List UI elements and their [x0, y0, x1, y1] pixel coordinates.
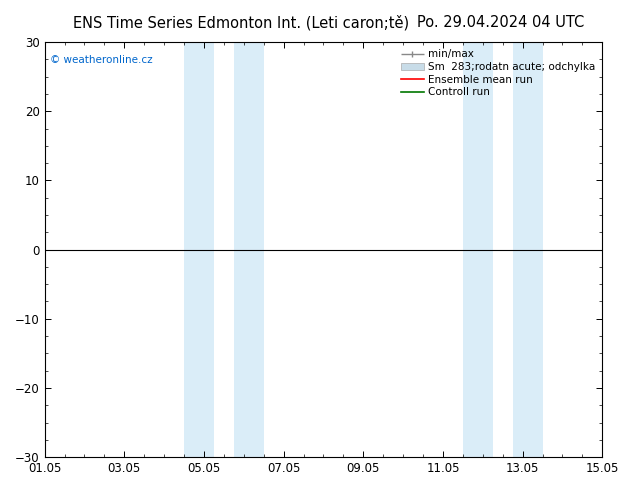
- Legend: min/max, Sm  283;rodatn acute; odchylka, Ensemble mean run, Controll run: min/max, Sm 283;rodatn acute; odchylka, …: [399, 47, 597, 99]
- Bar: [513, 42, 543, 457]
- Text: Po. 29.04.2024 04 UTC: Po. 29.04.2024 04 UTC: [417, 15, 585, 30]
- Text: ENS Time Series Edmonton Int. (Leti caron;tě): ENS Time Series Edmonton Int. (Leti caro…: [73, 15, 409, 30]
- Bar: [463, 42, 493, 457]
- Bar: [184, 42, 214, 457]
- Text: © weatheronline.cz: © weatheronline.cz: [50, 54, 153, 65]
- Bar: [234, 42, 264, 457]
